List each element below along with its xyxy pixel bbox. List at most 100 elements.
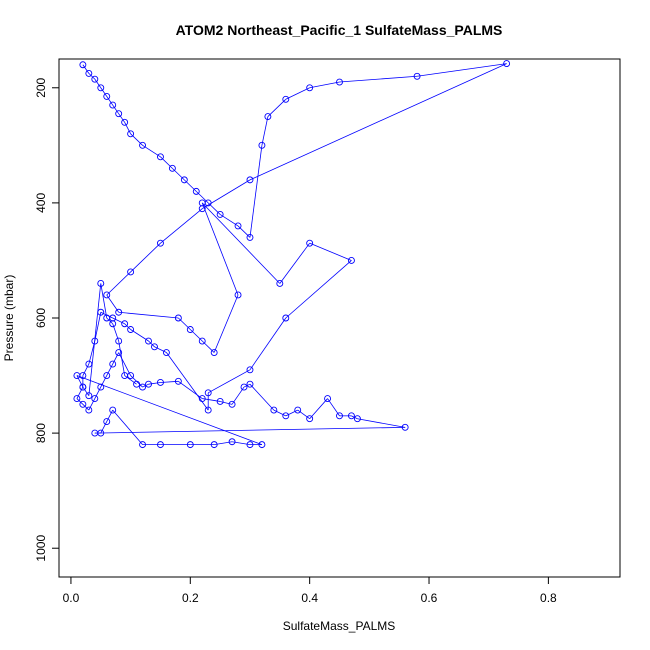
data-point	[97, 429, 105, 437]
series-segment	[178, 380, 203, 399]
data-point	[276, 280, 284, 287]
data-point	[139, 383, 147, 391]
x-tick-label: 0.8	[540, 591, 557, 605]
data-point	[264, 113, 272, 121]
data-point	[246, 233, 254, 241]
data-point	[240, 383, 248, 391]
data-point	[168, 164, 176, 172]
series-segment	[106, 363, 114, 376]
data-point	[413, 72, 421, 80]
data-point	[282, 95, 290, 103]
series-segment	[285, 87, 310, 100]
data-point	[79, 400, 87, 408]
series-segment	[76, 375, 84, 388]
series-segment	[327, 398, 340, 417]
data-point	[246, 176, 254, 184]
series-segment	[112, 409, 143, 445]
data-point	[306, 415, 314, 423]
y-tick-label: 400	[34, 193, 48, 213]
data-point	[115, 110, 123, 118]
data-point	[174, 377, 182, 385]
data-point	[121, 372, 129, 380]
x-tick-label: 0.2	[182, 591, 199, 605]
series-segment	[124, 122, 131, 135]
data-point	[79, 383, 87, 391]
data-point	[258, 441, 266, 449]
data-point	[228, 438, 236, 446]
data-point	[216, 398, 224, 405]
data-point	[157, 239, 164, 247]
data-point	[73, 395, 81, 403]
series-segment	[184, 179, 197, 192]
data-point	[115, 337, 123, 345]
series-segment	[285, 260, 352, 319]
series-segment	[195, 191, 209, 204]
connecting-lines	[76, 63, 507, 446]
series-segment	[249, 383, 275, 411]
series-segment	[88, 398, 96, 411]
series-segment	[106, 409, 114, 422]
series-segment	[112, 352, 120, 365]
data-point	[127, 326, 135, 333]
data-point	[91, 75, 99, 83]
series-segment	[309, 242, 352, 261]
data-point	[103, 418, 111, 426]
y-tick-label: 200	[34, 77, 48, 97]
series-segment	[154, 346, 167, 353]
series-segment	[273, 409, 286, 417]
series-segment	[88, 340, 96, 365]
series-segment	[82, 404, 90, 411]
data-point	[127, 268, 135, 276]
data-point	[204, 389, 212, 397]
series-segment	[231, 386, 245, 405]
data-point	[109, 101, 117, 109]
x-tick-label: 0.0	[63, 591, 80, 605]
series-segment	[106, 271, 131, 296]
y-axis-label: Pressure (mbar)	[2, 275, 16, 362]
data-point	[151, 343, 158, 351]
series-segment	[76, 386, 84, 399]
data-point	[282, 314, 290, 322]
data-point	[91, 337, 99, 345]
series-segment	[267, 99, 287, 117]
data-point	[85, 392, 93, 400]
series-segment	[112, 104, 120, 114]
series-segment	[213, 294, 239, 353]
series-segment	[201, 202, 239, 296]
series-segment	[118, 352, 131, 376]
series-segment	[220, 401, 233, 405]
series-segment	[124, 375, 137, 385]
data-point	[246, 380, 254, 388]
series-segment	[130, 242, 161, 273]
data-point	[401, 423, 409, 431]
y-tick-label: 800	[34, 423, 48, 443]
series-segment	[160, 208, 203, 244]
data-point	[157, 379, 164, 386]
x-axis-label: SulfateMass_PALMS	[283, 619, 396, 633]
series-segment	[178, 317, 191, 330]
y-axis: 200 400 600 800 1000	[34, 77, 60, 562]
data-point	[109, 406, 117, 414]
data-point	[85, 69, 93, 77]
data-point	[336, 78, 343, 86]
series-segment	[100, 421, 108, 434]
series-segment	[207, 202, 221, 215]
data-point	[139, 441, 147, 449]
data-point	[192, 187, 200, 195]
data-point	[115, 349, 123, 356]
data-point	[306, 84, 314, 92]
data-point	[157, 441, 164, 449]
series-segment	[124, 323, 131, 330]
data-point	[282, 412, 290, 420]
series-segment	[118, 340, 126, 376]
data-point	[103, 92, 111, 100]
data-point	[210, 441, 218, 449]
series-segment	[112, 317, 125, 325]
data-point	[198, 395, 206, 403]
y-tick-label: 600	[34, 308, 48, 328]
data-point	[347, 256, 355, 264]
data-point	[91, 395, 99, 403]
data-point	[186, 441, 194, 449]
series-segment	[148, 340, 155, 348]
series-segment	[237, 225, 251, 238]
